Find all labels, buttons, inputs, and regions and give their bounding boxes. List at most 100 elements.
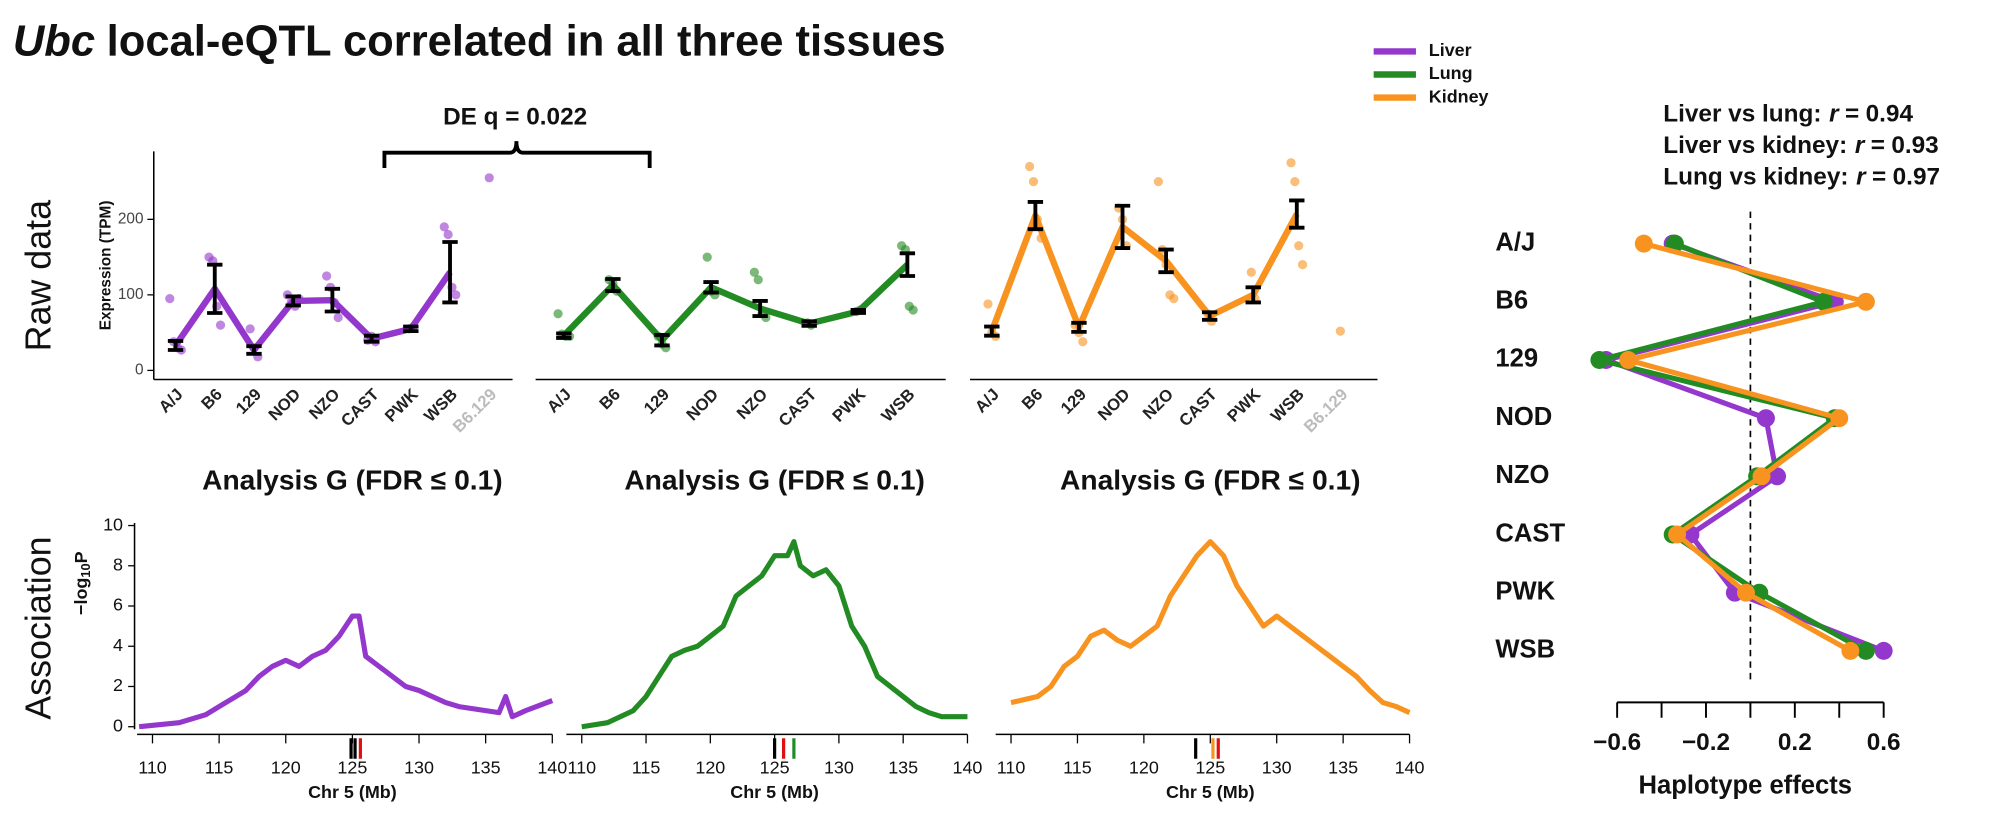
strain-label: A/J (1495, 228, 1535, 256)
error-bar (654, 332, 670, 348)
x-tick-label: −0.2 (1682, 729, 1730, 756)
strain-label: PWK (1495, 577, 1555, 605)
x-axis-label: Chr 5 (Mb) (730, 782, 819, 802)
x-tick-label: 110 (567, 758, 596, 778)
error-bar (167, 339, 184, 352)
x-tick-label: 125 (337, 758, 367, 778)
error-bar (556, 331, 572, 340)
y-tick-label: 2 (113, 675, 123, 695)
effect-point (1768, 467, 1787, 486)
correlation-label: Lung vs kidney: (1663, 164, 1848, 191)
annotation: DE q = 0.022 (443, 103, 587, 130)
effect-point (1668, 525, 1687, 544)
y-axis-label-part: P (71, 551, 91, 563)
sample-point (1169, 294, 1179, 304)
sample-point (1335, 326, 1345, 336)
effect-point (1814, 292, 1833, 311)
x-tick-label: 115 (632, 758, 661, 778)
x-tick-label: NOD (265, 385, 305, 425)
error-bar (1245, 285, 1261, 305)
sample-point (443, 229, 453, 240)
figure-title: Ubc local-eQTL correlated in all three ti… (13, 17, 946, 65)
x-tick-label: A/J (971, 385, 1003, 417)
lod-curve (1010, 539, 1411, 715)
effect-point (1752, 467, 1771, 486)
row-label: Raw data (18, 200, 58, 352)
error-bar (1027, 200, 1044, 232)
error-bar (899, 251, 916, 278)
y-tick-label: 100 (118, 286, 144, 303)
effect-point (1856, 641, 1875, 660)
legend-label: Liver (1429, 40, 1472, 60)
sample-point (753, 275, 763, 285)
x-axis-label: Chr 5 (Mb) (1166, 782, 1255, 802)
x-tick-label: 125 (1195, 758, 1225, 778)
title-text: local-eQTL correlated in all three tissu… (107, 17, 946, 65)
correlation-symbol: r (1855, 132, 1866, 159)
correlation-label: Liver vs lung: (1663, 101, 1821, 128)
figure-body: Ubc local-eQTL correlated in all three ti… (13, 17, 1940, 802)
x-tick-label: B6 (1018, 385, 1046, 413)
title-gene: Ubc (13, 17, 95, 65)
sample-point (322, 271, 332, 281)
panel-title: Analysis G (FDR ≤ 0.1) (202, 463, 503, 495)
x-tick-label: 135 (471, 758, 501, 778)
mean-line (988, 212, 1300, 333)
x-tick-label: 115 (205, 758, 234, 778)
y-tick-label: 8 (113, 555, 123, 575)
strain-label: CAST (1495, 519, 1565, 547)
effect-line (1625, 241, 1869, 654)
x-tick-label: 140 (1395, 758, 1425, 778)
effect-point (1736, 583, 1755, 602)
sample-point (484, 173, 494, 183)
x-tick-label: WSB (878, 385, 919, 426)
x-tick-label: A/J (543, 385, 575, 417)
correlation-value: 0.94 (1866, 101, 1914, 128)
error-bar (442, 240, 458, 305)
correlation-symbol: r (1829, 101, 1840, 128)
sample-point (245, 324, 255, 334)
panel-title: Analysis G (FDR ≤ 0.1) (1060, 463, 1361, 495)
x-tick-label: 129 (640, 385, 673, 418)
error-bar (207, 262, 223, 315)
correlation-value: 0.93 (1891, 132, 1938, 159)
lod-curve (581, 539, 968, 730)
strain-label: NZO (1495, 461, 1549, 489)
y-tick-label: 0 (113, 715, 123, 735)
x-tick-label: A/J (155, 385, 187, 417)
sample-point (1294, 241, 1304, 251)
x-tick-label: 130 (1262, 758, 1292, 778)
x-tick-label: 0.6 (1867, 729, 1901, 756)
y-axis-label-part: −log (71, 578, 91, 615)
y-tick-label: 6 (113, 595, 123, 615)
error-bar (1201, 310, 1218, 322)
correlation-relation: = (1845, 101, 1859, 128)
x-tick-label: 130 (404, 758, 434, 778)
error-bar (752, 298, 768, 318)
x-tick-label: PWK (1223, 385, 1264, 426)
x-tick-label: 129 (232, 385, 265, 418)
x-tick-label: 0.2 (1778, 729, 1812, 756)
sample-point (1290, 176, 1300, 187)
strain-label: NOD (1495, 403, 1552, 431)
x-tick-label: 135 (1328, 758, 1358, 778)
sample-point (215, 320, 226, 330)
error-bar (801, 319, 817, 328)
x-tick-label: PWK (828, 385, 869, 426)
x-tick-label: 129 (1057, 385, 1090, 418)
correlation-relation: = (1871, 132, 1885, 159)
error-bar (363, 333, 380, 344)
row-label: Association (18, 536, 58, 719)
x-tick-label: 120 (271, 758, 301, 778)
panel-title: Analysis G (FDR ≤ 0.1) (624, 463, 925, 495)
x-tick-label: CAST (337, 385, 382, 430)
sample-point (1028, 176, 1039, 187)
correlation: Liver vs lung: r = 0.94 (1663, 101, 1913, 128)
x-tick-label: PWK (381, 385, 422, 426)
effect-point (1756, 409, 1775, 428)
effect-point (1830, 409, 1849, 428)
sample-point (1153, 176, 1164, 187)
y-axis-label-part: 10 (79, 563, 94, 577)
effect-point (1634, 234, 1653, 253)
sample-point (1078, 337, 1088, 347)
